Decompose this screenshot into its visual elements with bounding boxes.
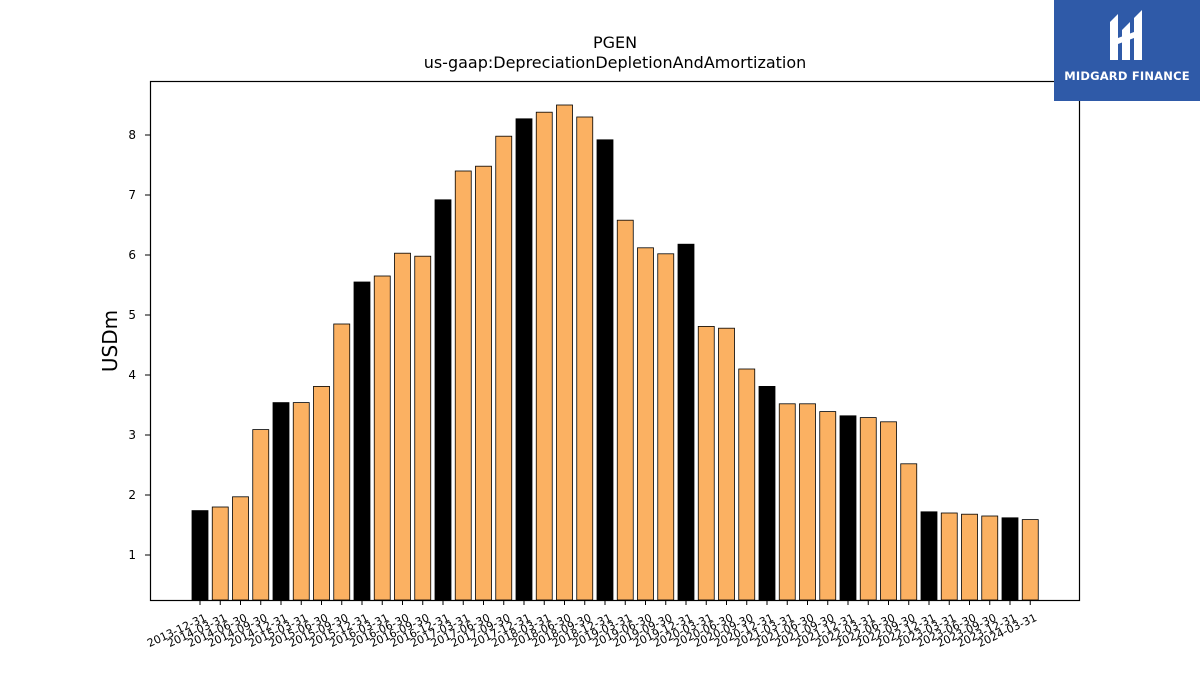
x-ticks-group: 2013-12-312014-03-312014-06-302014-09-30… [145, 600, 1039, 650]
bar-2024-03-31 [1021, 519, 1039, 601]
bar-2016-06-30 [394, 252, 411, 601]
y-axis-label: USDm [98, 310, 122, 372]
bar-2020-03-31 [697, 325, 715, 601]
bar-2019-09-30 [657, 253, 675, 601]
plot-frame [149, 80, 1081, 602]
y-tick-label: 8 [128, 128, 136, 142]
chart-subtitle: us-gaap:DepreciationDepletionAndAmortiza… [424, 53, 807, 72]
midgard-finance-logo: MIDGARD FINANCE [1054, 0, 1200, 101]
bar-2023-09-30 [981, 515, 999, 601]
bar-2021-12-31 [839, 415, 857, 601]
bar-2022-09-30 [900, 463, 918, 601]
bar-2020-06-30 [718, 327, 735, 601]
bar-2016-09-30 [414, 255, 432, 601]
bar-2023-12-31 [1001, 517, 1019, 601]
bar-2020-12-31 [758, 385, 776, 601]
bar-2019-12-31 [677, 243, 695, 601]
bar-2014-03-31 [211, 506, 229, 601]
bar-2018-12-31 [596, 139, 614, 601]
y-ticks-group: 1 2 3 4 5 6 7 8 [128, 128, 150, 562]
bar-2023-03-31 [940, 512, 958, 601]
y-tick-label: 1 [128, 548, 136, 562]
bar-2014-06-30 [232, 496, 249, 601]
bar-2016-03-31 [373, 275, 391, 601]
bar-2018-06-30 [556, 104, 573, 601]
bar-2015-09-30 [333, 323, 351, 601]
bar-2014-09-30 [252, 429, 270, 601]
y-tick-label: 4 [128, 368, 136, 382]
y-tick-label: 6 [128, 248, 136, 262]
bar-2021-03-31 [778, 403, 796, 601]
bar-2023-06-30 [961, 513, 978, 601]
y-tick-label: 3 [128, 428, 136, 442]
bar-2018-09-30 [576, 116, 594, 601]
bar-2017-09-30 [495, 135, 513, 601]
bar-2016-12-31 [434, 199, 452, 601]
chart-title: PGEN [593, 33, 637, 52]
y-tick-label: 7 [128, 188, 136, 202]
y-tick-label: 2 [128, 488, 136, 502]
bar-2021-06-30 [799, 403, 816, 601]
midgard-logo-icon [1110, 10, 1142, 60]
bar-2022-03-31 [859, 417, 877, 601]
bars-group [191, 104, 1039, 601]
bar-2017-12-31 [515, 118, 533, 601]
bar-2017-06-30 [475, 165, 492, 601]
bar-2015-06-30 [313, 385, 330, 601]
y-tick-label: 5 [128, 308, 136, 322]
bar-2022-12-31 [920, 511, 938, 601]
bar-2021-09-30 [819, 411, 837, 601]
bar-2015-03-31 [292, 402, 310, 601]
bar-2019-06-30 [637, 247, 654, 601]
bar-2018-03-31 [535, 111, 553, 601]
bar-2014-12-31 [272, 402, 290, 601]
bar-2020-09-30 [738, 368, 756, 601]
bar-2017-03-31 [454, 170, 472, 601]
bar-2019-03-31 [616, 219, 634, 601]
bar-2015-12-31 [353, 281, 371, 601]
logo-text: MIDGARD FINANCE [1064, 69, 1190, 83]
bar-2022-06-30 [880, 421, 897, 601]
bar-2013-12-31 [191, 510, 209, 601]
